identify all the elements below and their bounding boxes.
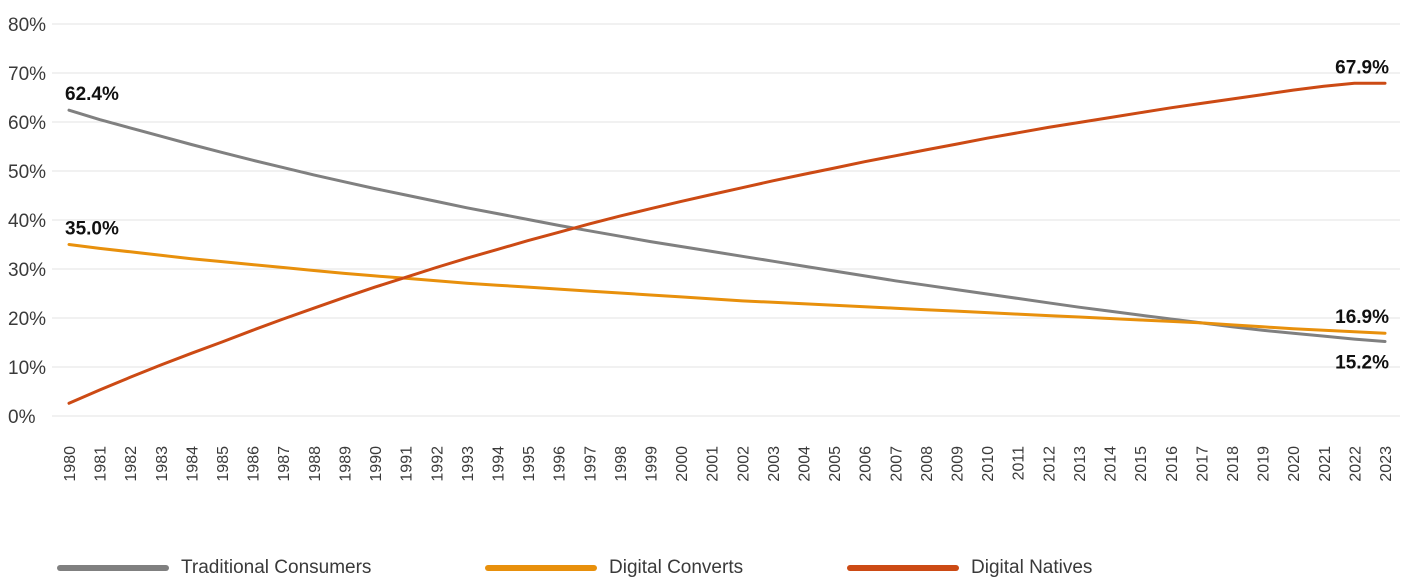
- x-tick-label: 1996: [552, 446, 569, 482]
- legend-swatch-digital-natives: [847, 565, 959, 571]
- x-tick-label: 1997: [582, 446, 599, 482]
- x-tick-label: 2012: [1041, 446, 1058, 482]
- x-tick-label: 2001: [705, 446, 722, 482]
- x-tick-label: 1986: [246, 446, 263, 482]
- x-tick-label: 1991: [399, 446, 416, 482]
- x-tick-label: 2000: [674, 446, 691, 482]
- x-tick-label: 2007: [888, 446, 905, 482]
- legend-item-digital-converts: Digital Converts: [485, 556, 743, 580]
- y-tick-label: 60%: [8, 113, 46, 134]
- x-tick-label: 1984: [184, 446, 201, 482]
- x-tick-label: 1985: [215, 446, 232, 482]
- x-tick-label: 2010: [980, 446, 997, 482]
- x-tick-label: 2004: [797, 446, 814, 482]
- legend-item-traditional-consumers: Traditional Consumers: [57, 556, 371, 580]
- series-line-digital-natives: [67, 81, 1387, 405]
- y-tick-label: 80%: [8, 15, 46, 36]
- legend-swatch-digital-converts: [485, 565, 597, 571]
- x-tick-label: 2009: [950, 446, 967, 482]
- legend-label: Digital Natives: [971, 557, 1093, 578]
- data-label: 15.2%: [1335, 353, 1389, 374]
- x-tick-label: 2021: [1317, 446, 1334, 482]
- x-tick-label: 2019: [1256, 446, 1273, 482]
- y-tick-label: 40%: [8, 211, 46, 232]
- x-tick-label: 1981: [93, 446, 110, 482]
- x-tick-label: 2006: [858, 446, 875, 482]
- y-tick-label: 30%: [8, 260, 46, 281]
- x-tick-label: 2016: [1164, 446, 1181, 482]
- y-tick-label: 50%: [8, 162, 46, 183]
- x-tick-label: 1998: [613, 446, 630, 482]
- x-tick-label: 2002: [735, 446, 752, 482]
- x-tick-label: 2011: [1011, 446, 1028, 481]
- x-tick-label: 2015: [1133, 446, 1150, 482]
- legend-label: Digital Converts: [609, 557, 744, 578]
- x-axis-ticks: 1980 1981 1982 1983 1984 1985 1986 1987 1988 1989…: [62, 446, 1395, 482]
- x-tick-label: 2017: [1194, 446, 1211, 482]
- x-tick-label: 2013: [1072, 446, 1089, 482]
- x-tick-label: 2014: [1103, 446, 1120, 482]
- series-line-traditional-consumers: [67, 108, 1387, 343]
- data-label: 35.0%: [65, 219, 119, 240]
- data-labels: 62.4% 35.0% 67.9% 16.9% 15.2%: [65, 57, 1389, 373]
- series-lines: [67, 81, 1387, 405]
- legend-label: Traditional Consumers: [181, 557, 372, 578]
- y-tick-label: 20%: [8, 309, 46, 330]
- series-line-digital-converts: [67, 243, 1387, 335]
- legend: Traditional Consumers Digital Converts D…: [0, 556, 1407, 580]
- x-tick-label: 1980: [62, 446, 79, 482]
- x-tick-label: 1983: [154, 446, 171, 482]
- x-tick-label: 1989: [337, 446, 354, 482]
- y-axis-ticks: 0% 10% 20% 30% 40% 50% 60% 70% 80%: [8, 15, 46, 428]
- data-label: 62.4%: [65, 84, 119, 105]
- x-tick-label: 1987: [276, 446, 293, 482]
- x-tick-label: 2003: [766, 446, 783, 482]
- data-label: 16.9%: [1335, 307, 1389, 328]
- x-tick-label: 1988: [307, 446, 324, 482]
- x-tick-label: 1982: [123, 446, 140, 482]
- legend-item-digital-natives: Digital Natives: [847, 556, 1092, 580]
- x-tick-label: 2018: [1225, 446, 1242, 482]
- y-tick-label: 10%: [8, 358, 46, 379]
- x-tick-label: 1993: [460, 446, 477, 482]
- y-tick-label: 70%: [8, 64, 46, 85]
- gridlines: [52, 23, 1400, 417]
- line-chart: 0%10%20%30%40%50%60%70%80% 1980 1981 1982 1…: [8, 15, 1400, 482]
- y-tick-label: 0%: [8, 407, 36, 428]
- legend-swatch-traditional-consumers: [57, 565, 169, 571]
- x-tick-label: 2023: [1378, 446, 1395, 482]
- x-tick-label: 2020: [1286, 446, 1303, 482]
- data-label: 67.9%: [1335, 57, 1389, 78]
- x-tick-label: 1995: [521, 446, 538, 482]
- x-tick-label: 2005: [827, 446, 844, 482]
- x-tick-label: 2008: [919, 446, 936, 482]
- x-tick-label: 2022: [1347, 446, 1364, 482]
- x-tick-label: 1992: [429, 446, 446, 482]
- x-tick-label: 1994: [490, 446, 507, 482]
- x-tick-label: 1999: [643, 446, 660, 482]
- x-tick-label: 1990: [368, 446, 385, 482]
